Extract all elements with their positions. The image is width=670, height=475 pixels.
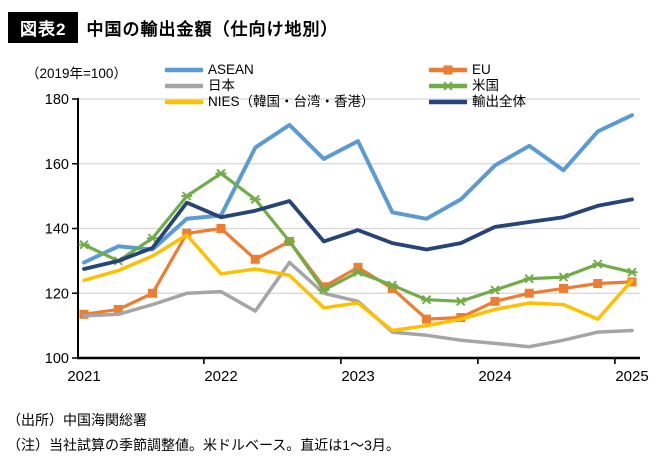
x-tick-label: 2023 bbox=[341, 368, 374, 385]
x-tick-label: 2025 bbox=[615, 368, 648, 385]
x-axis-ticks: 2021 2022 2023 2024 2025 bbox=[67, 358, 649, 385]
y-tick-label: 180 bbox=[45, 92, 69, 108]
y-tick-label: 140 bbox=[45, 222, 69, 238]
legend-item-eu: EU bbox=[426, 62, 526, 78]
y-tick-label: 120 bbox=[45, 286, 69, 302]
japan-line-swatch-icon bbox=[165, 83, 203, 89]
x-tick-label: 2022 bbox=[204, 368, 237, 385]
source-note: （出所）中国海関総署 bbox=[7, 412, 147, 428]
gridlines bbox=[78, 98, 640, 294]
footer-notes: （出所）中国海関総署 （注）当社試算の季節調整値。米ドルベース。直近は1～3月。 bbox=[7, 408, 400, 458]
figure-number-badge: 図表2 bbox=[8, 12, 79, 43]
legend-label-eu: EU bbox=[472, 62, 491, 77]
y-tick-label: 160 bbox=[45, 157, 69, 173]
series-NIES（韓国・台湾・香港） bbox=[82, 233, 634, 333]
chart-title: 中国の輸出金額（仕向け地別） bbox=[86, 20, 339, 39]
chart-header: 図表2 中国の輸出金額（仕向け地別） bbox=[8, 12, 338, 43]
x-tick-label: 2024 bbox=[478, 368, 511, 385]
y-tick-label: 100 bbox=[45, 351, 69, 367]
method-note: （注）当社試算の季節調整値。米ドルベース。直近は1～3月。 bbox=[7, 437, 400, 453]
legend-label-asean: ASEAN bbox=[208, 62, 254, 77]
us-line-swatch-icon bbox=[429, 81, 467, 91]
legend-label-nies: NIES（韓国・台湾・香港） bbox=[208, 94, 375, 109]
legend: ASEAN EU 日本 米国 NIES（韓国・台湾・香港） 輸出全体 bbox=[162, 62, 526, 110]
axis-unit-note: （2019年=100） bbox=[26, 66, 127, 81]
asean-line-swatch-icon bbox=[165, 67, 203, 73]
legend-item-asean: ASEAN bbox=[162, 62, 424, 78]
y-axis-ticks: 100 120 140 160 180 bbox=[45, 92, 78, 367]
nies-line-swatch-icon bbox=[165, 99, 203, 105]
total-exports-line-swatch-icon bbox=[429, 99, 467, 105]
legend-label-total: 輸出全体 bbox=[472, 94, 526, 109]
legend-item-nies: NIES（韓国・台湾・香港） bbox=[162, 94, 424, 110]
eu-line-swatch-icon bbox=[429, 65, 467, 75]
legend-label-japan: 日本 bbox=[208, 78, 235, 93]
axes bbox=[77, 98, 640, 360]
series-ASEAN bbox=[82, 113, 634, 265]
series-輸出全体 bbox=[82, 197, 634, 271]
x-tick-label: 2021 bbox=[67, 368, 100, 385]
legend-item-us: 米国 bbox=[426, 78, 526, 94]
legend-item-japan: 日本 bbox=[162, 78, 424, 94]
legend-item-total: 輸出全体 bbox=[426, 94, 526, 110]
legend-label-us: 米国 bbox=[472, 78, 499, 93]
